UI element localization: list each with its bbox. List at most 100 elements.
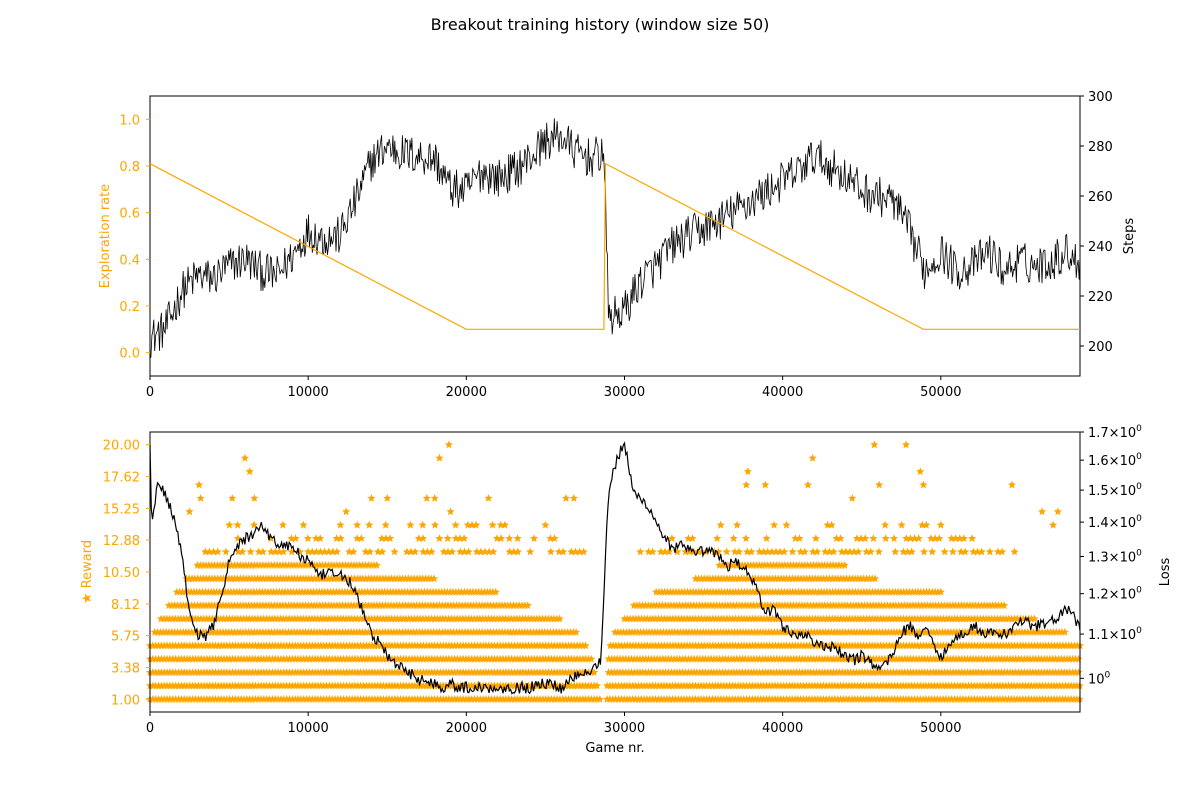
bottom-y2-tick-label: 100 <box>1088 670 1111 687</box>
bottom-y-tick-label: 12.88 <box>103 534 140 549</box>
bottom-x-tick-label: 0 <box>146 721 154 736</box>
reward-star-outlier <box>245 467 254 475</box>
reward-star-outlier <box>446 507 455 516</box>
bottom-y2-tick-label: 1.3×100 <box>1088 549 1142 566</box>
top-y-tick-label: 0.8 <box>119 160 140 175</box>
top-y2-tick-label: 240 <box>1088 240 1113 255</box>
bottom-xlabel: Game nr. <box>585 741 644 756</box>
top-y-tick-label: 0.4 <box>119 253 140 268</box>
reward-star-outlier <box>870 440 879 449</box>
top-ticks-layer: 0 10000 20000 30000 40000 50000 0.0 0.2 0.4 0.6 0.… <box>119 90 1113 400</box>
reward-star-outlier <box>916 467 925 475</box>
bottom-y2label: Loss <box>1158 558 1173 587</box>
reward-star-outlier <box>541 520 550 529</box>
top-y2-tick-label: 260 <box>1088 190 1113 205</box>
bottom-y-tick-label: 15.25 <box>103 502 140 517</box>
reward-star-sparse <box>201 547 1019 556</box>
reward-star-outlier <box>848 494 857 502</box>
bottom-y-tick-label: 17.62 <box>103 471 140 486</box>
steps-line <box>149 118 1081 359</box>
reward-star-outlier <box>250 494 259 502</box>
reward-star-outlier <box>422 494 431 502</box>
top-x-tick-label: 0 <box>146 385 154 400</box>
reward-star-sparse <box>225 520 931 529</box>
top-y2-tick-label: 200 <box>1088 340 1113 355</box>
reward-star-outlier <box>240 453 249 462</box>
bottom-y2-tick-label: 1.5×100 <box>1088 482 1142 499</box>
bottom-y-tick-label: 8.12 <box>111 598 140 613</box>
reward-loss-chart: 0 10000 20000 30000 40000 50000 1.00 3.38 5.75 8.… <box>80 424 1173 756</box>
reward-star-outlier <box>383 494 392 502</box>
reward-star-band <box>150 628 1069 636</box>
bottom-y2-tick-label: 1.6×100 <box>1088 452 1142 469</box>
reward-star-outlier <box>569 494 578 502</box>
top-ylabel: Exploration rate <box>98 184 113 288</box>
top-x-tick-label: 30000 <box>604 385 645 400</box>
reward-star-outlier <box>1007 480 1017 489</box>
reward-star-outlier <box>367 494 376 502</box>
reward-star-outlier <box>919 480 928 489</box>
top-y2label: Steps <box>1122 218 1137 255</box>
bottom-x-tick-label: 30000 <box>604 721 645 736</box>
bottom-ticks-layer: 0 10000 20000 30000 40000 50000 1.00 3.38 5.75 8.… <box>103 424 1142 736</box>
top-y-tick-label: 0.2 <box>119 300 140 315</box>
figure-title: Breakout training history (window size 5… <box>431 15 770 34</box>
reward-star-band <box>172 587 945 596</box>
bottom-ylabel: ★ Reward <box>80 540 95 604</box>
bottom-x-tick-label: 20000 <box>446 721 487 736</box>
reward-star-band <box>157 614 1039 623</box>
bottom-y-tick-label: 3.38 <box>111 661 140 676</box>
top-x-tick-label: 10000 <box>287 385 328 400</box>
bottom-y2-tick-label: 1.1×100 <box>1088 626 1142 643</box>
reward-star-outlier <box>561 494 571 502</box>
bottom-x-tick-label: 40000 <box>762 721 803 736</box>
reward-star-band <box>182 574 880 583</box>
exploration-steps-chart: 0 10000 20000 30000 40000 50000 0.0 0.2 0.4 0.6 0.… <box>98 90 1137 400</box>
reward-star-outlier <box>1049 520 1058 529</box>
reward-star-band <box>145 695 1084 703</box>
bottom-series-layer <box>145 440 1085 703</box>
top-y2-tick-label: 280 <box>1088 140 1113 155</box>
reward-star-band <box>145 681 1084 690</box>
top-y-tick-label: 1.0 <box>119 113 140 128</box>
top-x-tick-label: 20000 <box>446 385 487 400</box>
bottom-y-tick-label: 5.75 <box>111 630 140 645</box>
reward-star-outlier <box>435 453 444 462</box>
reward-star-outlier <box>803 480 812 489</box>
reward-star-outlier <box>342 507 351 516</box>
top-y2-tick-label: 220 <box>1088 290 1113 305</box>
reward-star-outlier <box>196 494 205 502</box>
top-x-tick-label: 50000 <box>920 385 961 400</box>
reward-star-outlier <box>1038 507 1047 516</box>
loss-line <box>149 441 1081 695</box>
reward-star-outlier <box>901 440 911 449</box>
bottom-y2-tick-label: 1.4×100 <box>1088 514 1142 531</box>
reward-star-band <box>145 668 1083 676</box>
bottom-y2-tick-label: 1.7×100 <box>1088 424 1142 441</box>
bottom-x-tick-label: 10000 <box>287 721 328 736</box>
top-y-tick-label: 0.6 <box>119 207 140 222</box>
top-y-tick-label: 0.0 <box>119 347 140 362</box>
reward-star-outlier <box>761 480 770 489</box>
reward-star-outlier <box>430 494 439 502</box>
reward-star-outlier <box>228 494 237 502</box>
reward-star-outlier <box>353 520 362 529</box>
exploration-rate-line <box>149 162 1080 330</box>
reward-star-outlier <box>936 520 945 529</box>
reward-star-outlier <box>742 480 751 489</box>
bottom-x-tick-label: 50000 <box>920 721 961 736</box>
reward-star-outlier <box>808 453 817 462</box>
bottom-y2-tick-label: 1.2×100 <box>1088 586 1142 603</box>
top-series-layer <box>149 118 1081 359</box>
bottom-y-tick-label: 1.00 <box>111 693 140 708</box>
reward-star-outlier <box>444 440 453 449</box>
reward-star-band <box>164 601 1009 609</box>
reward-star-outlier <box>743 467 752 475</box>
reward-star-sparse <box>233 534 977 542</box>
bottom-y-tick-label: 10.50 <box>103 566 140 581</box>
reward-star-outlier <box>194 480 204 489</box>
top-y2-tick-label: 300 <box>1088 90 1113 105</box>
reward-star-outlier <box>875 480 884 489</box>
